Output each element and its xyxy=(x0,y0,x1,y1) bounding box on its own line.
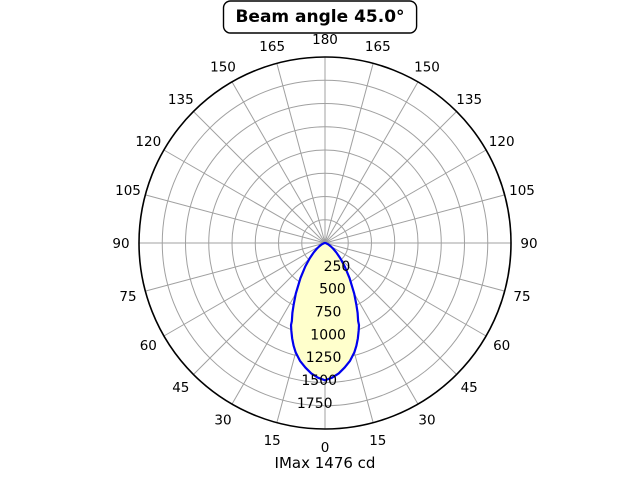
grid-spoke-60 xyxy=(324,242,487,337)
angular-tick-300: 60 xyxy=(140,338,157,354)
angular-tick-45: 45 xyxy=(461,380,478,396)
angular-tick-210: 150 xyxy=(210,59,236,75)
angular-tick-0: 0 xyxy=(321,440,330,456)
angular-tick-90: 90 xyxy=(520,236,537,252)
angular-tick-120: 120 xyxy=(489,134,515,150)
angular-tick-105: 105 xyxy=(509,183,535,199)
angular-tick-330: 30 xyxy=(214,413,231,429)
angular-tick-315: 45 xyxy=(172,380,189,396)
grid-spoke-315 xyxy=(193,242,326,375)
grid-spoke-135 xyxy=(324,111,457,244)
grid-spoke-45 xyxy=(324,242,457,375)
radial-tick-500: 500 xyxy=(319,282,346,298)
grid-spoke-105 xyxy=(324,194,505,244)
grid-spoke-240 xyxy=(163,149,326,244)
imax-label: IMax 1476 cd xyxy=(275,454,376,472)
grid-spoke-195 xyxy=(276,63,326,244)
radial-tick-1750: 1750 xyxy=(297,396,333,412)
angular-tick-270: 90 xyxy=(112,236,129,252)
radial-tick-750: 750 xyxy=(315,305,342,321)
beam-fill-area xyxy=(291,243,359,381)
angular-tick-225: 135 xyxy=(168,92,194,108)
radial-tick-1500: 1500 xyxy=(301,373,337,389)
title-box-border xyxy=(222,0,418,34)
angular-tick-75: 75 xyxy=(513,289,530,305)
radial-tick-1250: 1250 xyxy=(306,350,342,366)
angular-tick-345: 15 xyxy=(264,433,281,449)
radial-tick-labels: 250 500 750 1000 1250 1500 1750 xyxy=(297,259,350,412)
grid-spoke-75 xyxy=(324,242,505,292)
grid-spoke-165 xyxy=(324,63,374,244)
grid-spoke-225 xyxy=(193,111,326,244)
grid-spoke-255 xyxy=(145,194,326,244)
radial-tick-250: 250 xyxy=(324,259,351,275)
angular-tick-285: 75 xyxy=(119,289,136,305)
beam-intensity-curve xyxy=(289,241,361,382)
radial-tick-1000: 1000 xyxy=(310,327,346,343)
grid-spoke-120 xyxy=(324,149,487,244)
title-box: Beam angle 45.0° xyxy=(222,0,418,34)
angular-tick-150: 150 xyxy=(414,59,440,75)
angular-tick-15: 15 xyxy=(369,433,386,449)
angular-tick-135: 135 xyxy=(456,92,482,108)
outer-boundary-circle xyxy=(138,56,512,430)
grid-spoke-150 xyxy=(324,81,419,244)
angular-tick-240: 120 xyxy=(135,134,161,150)
grid-spoke-210 xyxy=(231,81,326,244)
angular-tick-30: 30 xyxy=(418,413,435,429)
angular-tick-255: 105 xyxy=(115,183,141,199)
angular-tick-labels: 0 15 30 45 60 75 90 105 120 135 150 165 180 165 150 135… xyxy=(112,32,537,456)
title-label: Beam angle 45.0° xyxy=(235,7,404,27)
angular-tick-165: 165 xyxy=(365,39,391,55)
angular-tick-180: 180 xyxy=(312,32,338,48)
angular-tick-195: 165 xyxy=(259,39,285,55)
angular-tick-60: 60 xyxy=(493,338,510,354)
grid-spoke-300 xyxy=(163,242,326,337)
grid-spoke-285 xyxy=(145,242,326,292)
